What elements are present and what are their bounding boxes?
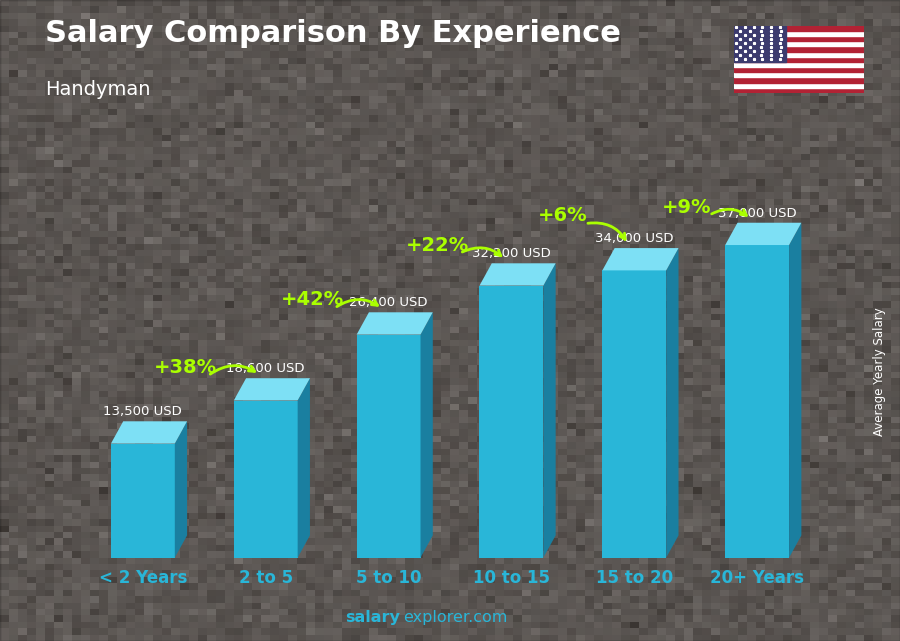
Text: explorer.com: explorer.com: [403, 610, 508, 625]
Text: Handyman: Handyman: [45, 80, 150, 99]
Polygon shape: [602, 248, 679, 271]
Bar: [734, 62, 864, 67]
Polygon shape: [666, 248, 679, 558]
Text: +38%: +38%: [154, 358, 218, 377]
FancyBboxPatch shape: [111, 444, 175, 558]
Text: 37,000 USD: 37,000 USD: [718, 207, 796, 220]
Bar: [734, 26, 786, 62]
Text: +22%: +22%: [406, 235, 469, 254]
Polygon shape: [789, 222, 801, 558]
Polygon shape: [298, 378, 310, 558]
Bar: [734, 46, 864, 51]
FancyBboxPatch shape: [725, 245, 789, 558]
Polygon shape: [544, 263, 555, 558]
Bar: [734, 31, 864, 36]
Text: +9%: +9%: [662, 197, 712, 217]
Bar: [734, 88, 864, 93]
FancyBboxPatch shape: [356, 335, 420, 558]
Bar: [734, 36, 864, 41]
Text: 18,600 USD: 18,600 USD: [227, 362, 305, 375]
Text: Salary Comparison By Experience: Salary Comparison By Experience: [45, 19, 621, 48]
FancyBboxPatch shape: [234, 401, 298, 558]
Text: 32,200 USD: 32,200 USD: [472, 247, 551, 260]
Polygon shape: [356, 312, 433, 335]
Bar: [734, 26, 864, 31]
Text: 26,400 USD: 26,400 USD: [349, 296, 427, 310]
Polygon shape: [480, 263, 555, 286]
FancyBboxPatch shape: [602, 271, 666, 558]
Text: +42%: +42%: [281, 290, 344, 310]
Text: +6%: +6%: [538, 206, 588, 225]
Text: 13,500 USD: 13,500 USD: [104, 405, 182, 419]
Bar: [734, 78, 864, 83]
Bar: [734, 72, 864, 78]
Bar: [734, 56, 864, 62]
Bar: [734, 83, 864, 88]
Polygon shape: [420, 312, 433, 558]
Polygon shape: [175, 421, 187, 558]
Bar: [734, 41, 864, 46]
Polygon shape: [725, 222, 801, 245]
Polygon shape: [111, 421, 187, 444]
Polygon shape: [234, 378, 310, 401]
FancyBboxPatch shape: [480, 286, 544, 558]
Text: Average Yearly Salary: Average Yearly Salary: [874, 308, 886, 436]
Bar: [734, 67, 864, 72]
Bar: [734, 51, 864, 56]
Text: 34,000 USD: 34,000 USD: [595, 232, 673, 245]
Text: salary: salary: [346, 610, 400, 625]
